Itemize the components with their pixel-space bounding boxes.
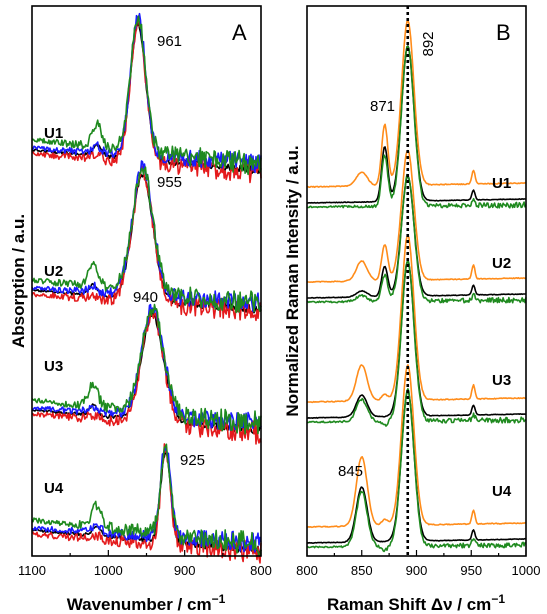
panel-b-x-ticks: 800 850 900 950 1000 xyxy=(296,550,540,578)
panel-b-letter: B xyxy=(496,20,511,45)
panel-a-x-tick-label: 900 xyxy=(174,563,196,578)
peak-label-871: 871 xyxy=(370,98,395,115)
panel-b-sample-u4: U4 xyxy=(492,483,512,500)
panel-b-x-tick-label: 900 xyxy=(406,563,428,578)
panel-a-x-axis-label: Wavenumber / cm−1 xyxy=(67,592,226,614)
panel-b-u3-green-trace xyxy=(306,258,527,427)
panel-a: 1100 1000 900 800 A 961 955 940 925 U1 U2 U… xyxy=(9,5,272,614)
panel-b-u2-green-trace xyxy=(306,173,527,304)
panel-b-x-tick-label: 1000 xyxy=(512,563,541,578)
panel-b-x-axis-label-sup: −1 xyxy=(491,592,505,606)
panel-b-y-axis-label: Normalized Raman Intensity / a.u. xyxy=(283,145,302,416)
panel-b-sample-u1: U1 xyxy=(492,175,511,192)
panel-a-u2-red-trace xyxy=(31,165,262,322)
panel-b: 800 850 900 950 1000 B 892 871 845 U1 U2 U3 … xyxy=(283,5,540,614)
panel-b-traces xyxy=(306,19,527,553)
panel-b-u4-green-trace xyxy=(306,387,527,553)
panel-b-x-tick-label: 950 xyxy=(460,563,482,578)
panel-a-x-ticks: 1100 1000 900 800 xyxy=(18,550,272,578)
panel-b-x-axis-label: Raman Shift Δν / cm−1 xyxy=(327,592,505,614)
panel-a-x-tick-label: 1000 xyxy=(94,563,123,578)
panel-b-u4-orange-trace xyxy=(306,364,527,529)
panel-a-u4-blue-trace xyxy=(31,447,262,553)
panel-a-u4-green-trace xyxy=(31,443,262,557)
panel-b-u1-orange-trace xyxy=(307,19,527,189)
peak-label-955: 955 xyxy=(157,174,182,191)
panel-a-y-axis-label: Absorption / a.u. xyxy=(9,214,28,348)
panel-a-letter: A xyxy=(232,20,247,45)
panel-b-u3-orange-trace xyxy=(306,234,527,404)
panel-a-u3-green-trace xyxy=(31,303,262,435)
panel-a-sample-u4: U4 xyxy=(44,480,64,497)
panel-a-x-tick-label: 1100 xyxy=(18,563,46,578)
panel-a-x-axis-label-main: Wavenumber / cm xyxy=(67,595,212,614)
panel-a-sample-u3: U3 xyxy=(44,358,63,375)
peak-label-925: 925 xyxy=(180,452,205,469)
peak-label-845: 845 xyxy=(338,463,363,480)
panel-a-x-axis-label-sup: −1 xyxy=(212,592,226,606)
panel-b-x-tick-label: 800 xyxy=(296,563,318,578)
panel-a-sample-u1: U1 xyxy=(44,125,63,142)
peak-label-940: 940 xyxy=(133,289,158,306)
panel-a-x-tick-label: 800 xyxy=(250,563,272,578)
panel-b-sample-u3: U3 xyxy=(492,372,511,389)
peak-label-892: 892 xyxy=(420,31,437,56)
panel-b-x-tick-label: 850 xyxy=(351,563,373,578)
panel-a-sample-u2: U2 xyxy=(44,263,63,280)
panel-a-u1-green-trace xyxy=(31,15,262,176)
panel-b-u2-orange-trace xyxy=(306,149,527,284)
panel-b-x-axis-label-main: Raman Shift Δν / cm xyxy=(327,595,491,614)
panel-b-sample-u2: U2 xyxy=(492,255,511,272)
panel-a-u2-green-trace xyxy=(31,166,262,314)
peak-label-961: 961 xyxy=(157,33,182,50)
panel-b-u1-green-trace xyxy=(306,45,527,209)
